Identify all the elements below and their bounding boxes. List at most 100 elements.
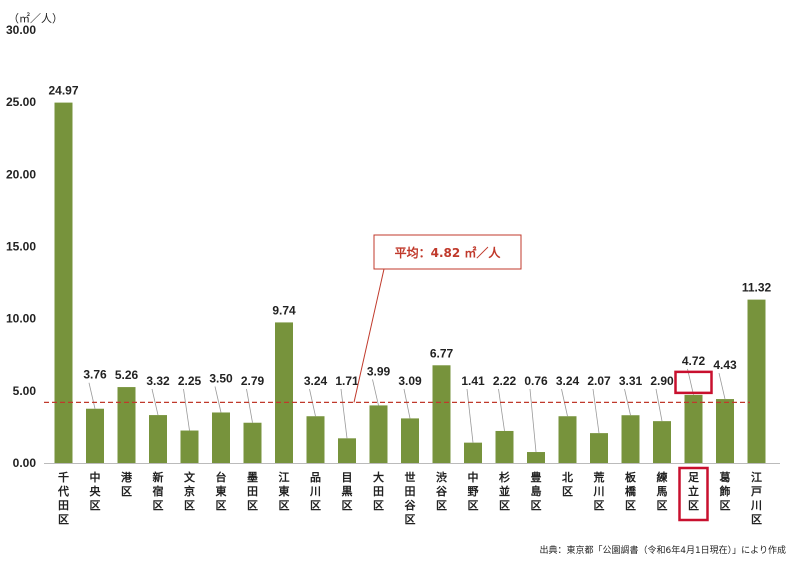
leader-line (151, 388, 159, 416)
bar (495, 430, 514, 463)
leader-line (246, 388, 253, 423)
category-label: 荒川区 (593, 470, 605, 512)
highlight-value-box (674, 370, 713, 395)
category-char: 川 (309, 485, 321, 498)
category-char: 区 (184, 499, 195, 512)
value-label: 5.26 (115, 368, 139, 382)
category-char: 千 (58, 470, 69, 484)
bar (212, 412, 230, 463)
category-char: 馬 (657, 485, 668, 498)
category-char: 谷 (436, 484, 448, 498)
average-callout-pointer (353, 268, 385, 403)
category-char: 区 (720, 499, 731, 512)
source-note: 出典：東京都「公園調書（令和6年4月1日現在）」により作成 (540, 544, 787, 556)
category-char: 墨 (247, 471, 258, 484)
category-char: 江 (751, 470, 762, 484)
y-axis: 0.00 5.00 10.00 15.00 20.00 25.00 30.00 (6, 23, 36, 470)
category-label: 杉並区 (499, 470, 510, 512)
category-char: 区 (751, 513, 762, 526)
category-char: 黒 (342, 485, 353, 498)
category-char: 区 (90, 499, 101, 512)
value-label: 2.07 (587, 374, 611, 388)
bar (527, 452, 545, 463)
leader-line (687, 368, 694, 395)
category-char: 並 (499, 484, 510, 498)
leader-line (718, 372, 726, 400)
bars (54, 102, 766, 463)
category-char: 東 (216, 484, 228, 498)
bar (401, 418, 419, 463)
category-char: 央 (90, 484, 102, 498)
category-labels: 千代田区中央区港区新宿区文京区台東区墨田区江東区品川区目黒区大田区世田谷区渋谷区… (57, 470, 762, 526)
category-label: 品川区 (309, 471, 321, 512)
category-char: 川 (750, 499, 762, 512)
bar (275, 322, 293, 463)
y-tick-label: 25.00 (6, 95, 36, 109)
value-label: 1.41 (461, 374, 485, 388)
category-char: 区 (688, 499, 699, 512)
category-char: 川 (593, 485, 605, 498)
category-char: 台 (216, 470, 227, 484)
value-label: 3.24 (556, 374, 580, 388)
category-char: 中 (90, 470, 101, 484)
category-char: 東 (279, 484, 291, 498)
category-char: 杉 (499, 470, 510, 484)
value-label: 2.22 (493, 374, 517, 388)
value-label: 3.24 (304, 374, 328, 388)
leader-line (340, 388, 348, 439)
leader-line (498, 388, 505, 432)
category-char: 目 (342, 471, 353, 484)
value-label: 24.97 (48, 84, 78, 98)
category-char: 野 (468, 485, 479, 498)
bar (464, 442, 482, 463)
category-label: 渋谷区 (436, 470, 448, 512)
value-label: 1.71 (335, 374, 359, 388)
value-label: 3.50 (209, 371, 233, 385)
category-char: 区 (657, 499, 668, 512)
leader-line (655, 388, 663, 422)
category-char: 足 (688, 471, 700, 484)
category-char: 区 (594, 499, 605, 512)
bar (54, 102, 73, 463)
category-char: 区 (373, 499, 384, 512)
category-char: 練 (657, 470, 668, 484)
category-char: 渋 (436, 470, 447, 484)
category-char: 中 (468, 470, 479, 484)
category-label: 中央区 (90, 470, 102, 512)
leader-line (466, 388, 474, 443)
category-char: 豊 (531, 470, 542, 484)
category-char: 田 (373, 485, 384, 498)
leader-line (624, 388, 631, 416)
category-char: 区 (342, 499, 353, 512)
value-label: 2.79 (241, 374, 265, 388)
leader-line (529, 388, 537, 453)
category-char: 葛 (719, 470, 731, 484)
category-label: 中野区 (468, 470, 479, 512)
category-char: 宿 (153, 484, 164, 498)
bar (338, 438, 356, 463)
value-label: 4.72 (682, 354, 706, 368)
category-char: 橋 (625, 484, 637, 498)
value-label: 3.32 (146, 374, 170, 388)
bar (243, 422, 262, 463)
category-label: 北区 (562, 470, 573, 498)
category-char: 区 (121, 485, 132, 498)
category-char: 代 (57, 484, 69, 498)
leader-line (214, 386, 222, 413)
category-char: 京 (184, 484, 195, 498)
category-char: 区 (405, 513, 416, 526)
y-tick-label: 30.00 (6, 23, 36, 37)
category-char: 荒 (593, 470, 605, 484)
category-char: 区 (531, 499, 542, 512)
category-char: 区 (436, 499, 447, 512)
value-label: 0.76 (524, 374, 548, 388)
value-labels: 24.97 3.76 5.26 3.32 2.25 3.50 2.79 9.74 3.24 1.7… (48, 84, 771, 388)
value-label: 3.76 (83, 368, 107, 382)
value-label: 11.32 (742, 281, 772, 295)
bar (117, 387, 136, 463)
bar (180, 430, 199, 463)
category-label: 文京区 (184, 470, 196, 512)
category-char: 世 (405, 470, 416, 484)
